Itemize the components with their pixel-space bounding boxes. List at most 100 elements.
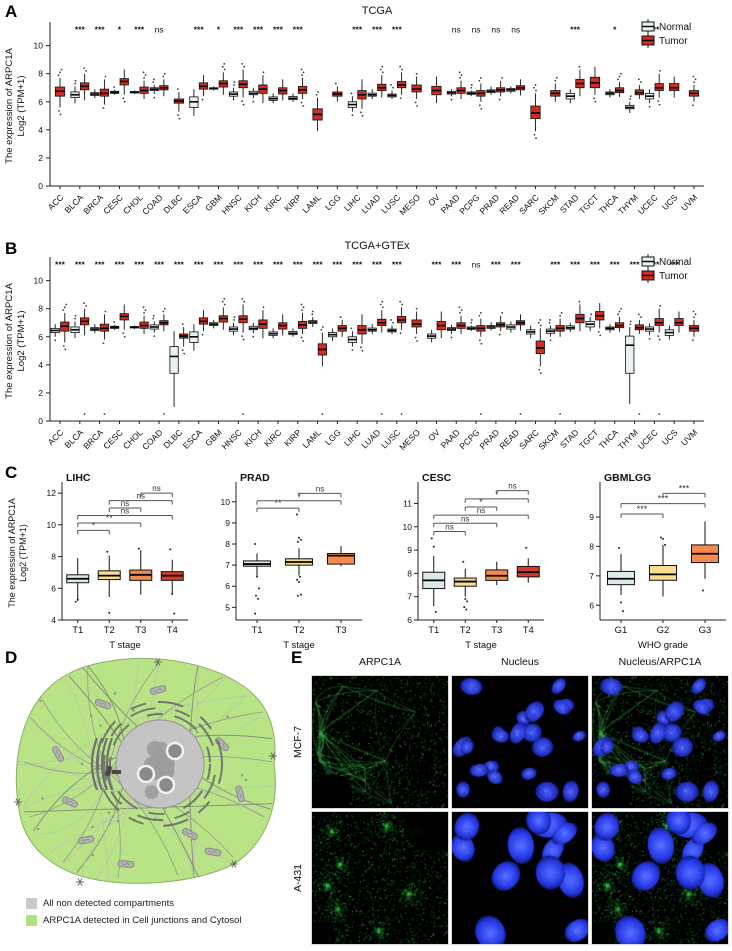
- svg-text:***: ***: [134, 259, 145, 269]
- svg-text:ns: ns: [472, 259, 481, 269]
- svg-text:6: 6: [407, 615, 412, 625]
- svg-text:UCEC: UCEC: [636, 427, 660, 451]
- svg-text:***: ***: [293, 259, 304, 269]
- svg-text:ns: ns: [491, 24, 500, 34]
- svg-text:STAD: STAD: [558, 192, 581, 215]
- svg-text:7: 7: [407, 592, 412, 602]
- column-header-nucleus: Nucleus: [501, 656, 539, 668]
- svg-text:9: 9: [225, 518, 230, 528]
- svg-text:8: 8: [225, 539, 230, 549]
- svg-text:***: ***: [233, 259, 244, 269]
- svg-text:TGCT: TGCT: [577, 192, 600, 215]
- svg-text:0: 0: [38, 416, 43, 426]
- svg-text:OV: OV: [426, 192, 442, 208]
- svg-text:9: 9: [589, 512, 594, 522]
- svg-text:4: 4: [38, 125, 43, 135]
- svg-text:***: ***: [372, 259, 383, 269]
- svg-text:***: ***: [590, 259, 601, 269]
- svg-text:HNSC: HNSC: [220, 192, 244, 216]
- svg-text:PRAD: PRAD: [478, 192, 502, 216]
- svg-text:BLCA: BLCA: [62, 427, 85, 450]
- svg-text:THCA: THCA: [597, 192, 621, 216]
- svg-text:***: ***: [134, 24, 145, 34]
- svg-text:ns: ns: [152, 484, 160, 493]
- svg-text:7: 7: [589, 571, 594, 581]
- svg-text:***: ***: [154, 259, 165, 269]
- svg-text:LUAD: LUAD: [359, 427, 382, 450]
- svg-text:***: ***: [194, 259, 205, 269]
- svg-text:T3: T3: [335, 625, 346, 636]
- svg-text:Normal: Normal: [659, 22, 691, 33]
- svg-text:UVM: UVM: [679, 427, 699, 447]
- svg-text:HNSC: HNSC: [220, 427, 244, 451]
- svg-text:Tumor: Tumor: [659, 271, 688, 282]
- svg-text:***: ***: [658, 494, 669, 504]
- svg-text:8: 8: [589, 541, 594, 551]
- boxplot-gbmlgg-grade: 6 7 8 9 GBMLGG G1 G2 G3 *** *** *** WHO grade: [589, 472, 726, 651]
- legend-item-detected: ARPC1A detected in Cell junctions and Cy…: [26, 915, 242, 926]
- legend-text: ARPC1A detected in Cell junctions and Cy…: [43, 915, 242, 926]
- svg-text:Normal: Normal: [659, 257, 691, 268]
- svg-text:***: ***: [194, 24, 205, 34]
- svg-text:CHOL: CHOL: [121, 427, 145, 451]
- svg-text:KIRP: KIRP: [282, 192, 303, 213]
- boxplot-lihc-tstage: 4 6 8 10 12 LIHC The expression of ARPC1A Log2 …: [7, 472, 188, 651]
- gray-swatch-icon: [26, 898, 37, 909]
- svg-text:UCEC: UCEC: [636, 192, 660, 216]
- svg-text:ns: ns: [121, 506, 129, 515]
- svg-text:*: *: [118, 24, 122, 34]
- svg-text:***: ***: [273, 24, 284, 34]
- svg-text:G2: G2: [657, 625, 670, 636]
- svg-text:T3: T3: [491, 625, 502, 636]
- svg-text:ns: ns: [461, 514, 469, 523]
- panel-label-c: C: [5, 463, 18, 482]
- svg-text:ns: ns: [511, 24, 520, 34]
- svg-text:DLBC: DLBC: [161, 427, 184, 450]
- svg-text:***: ***: [511, 259, 522, 269]
- svg-text:***: ***: [214, 259, 225, 269]
- svg-text:PCPG: PCPG: [457, 192, 481, 216]
- column-header-merge: Nucleus/ARPC1A: [618, 656, 702, 668]
- svg-text:T stage: T stage: [283, 640, 315, 651]
- svg-text:6: 6: [38, 97, 43, 107]
- svg-text:***: ***: [114, 259, 125, 269]
- svg-text:TGCT: TGCT: [577, 427, 600, 450]
- svg-text:PAAD: PAAD: [439, 427, 462, 450]
- svg-text:*: *: [92, 520, 96, 530]
- svg-text:***: ***: [75, 259, 86, 269]
- svg-text:***: ***: [570, 24, 581, 34]
- svg-text:MESO: MESO: [397, 192, 422, 217]
- svg-text:***: ***: [649, 24, 660, 34]
- panel-label-d: D: [5, 648, 18, 667]
- svg-text:BRCA: BRCA: [81, 427, 105, 451]
- svg-text:ns: ns: [472, 24, 481, 34]
- svg-text:WHO grade: WHO grade: [638, 640, 688, 651]
- svg-text:LIHC: LIHC: [342, 427, 363, 448]
- svg-text:2: 2: [38, 388, 43, 398]
- svg-text:0: 0: [38, 181, 43, 191]
- svg-text:***: ***: [95, 24, 106, 34]
- svg-text:OV: OV: [426, 427, 442, 443]
- micrograph-mcf7-merge: [591, 675, 729, 809]
- boxplot-tcga-gtex: 0 2 4 6 8 10 The expression of ARPC1A Log2 (TPM…: [4, 240, 704, 452]
- svg-text:***: ***: [451, 259, 462, 269]
- svg-text:10: 10: [34, 41, 44, 51]
- svg-text:UCS: UCS: [660, 192, 680, 212]
- svg-text:***: ***: [392, 259, 403, 269]
- svg-text:CESC: CESC: [101, 427, 125, 451]
- svg-text:***: ***: [392, 24, 403, 34]
- row-label-a431: A-431: [292, 863, 304, 893]
- svg-text:*: *: [479, 497, 483, 507]
- svg-text:**: **: [106, 513, 114, 523]
- svg-text:COAD: COAD: [140, 427, 164, 451]
- svg-text:The expression of ARPC1A: The expression of ARPC1A: [7, 498, 17, 608]
- svg-text:10: 10: [403, 522, 413, 532]
- svg-text:KIRP: KIRP: [282, 427, 303, 448]
- panel-label-e: E: [291, 648, 303, 667]
- svg-text:CHOL: CHOL: [121, 192, 145, 216]
- svg-text:6: 6: [38, 332, 43, 342]
- svg-text:***: ***: [570, 259, 581, 269]
- svg-text:TCGA: TCGA: [362, 5, 393, 17]
- svg-text:ns: ns: [508, 482, 516, 491]
